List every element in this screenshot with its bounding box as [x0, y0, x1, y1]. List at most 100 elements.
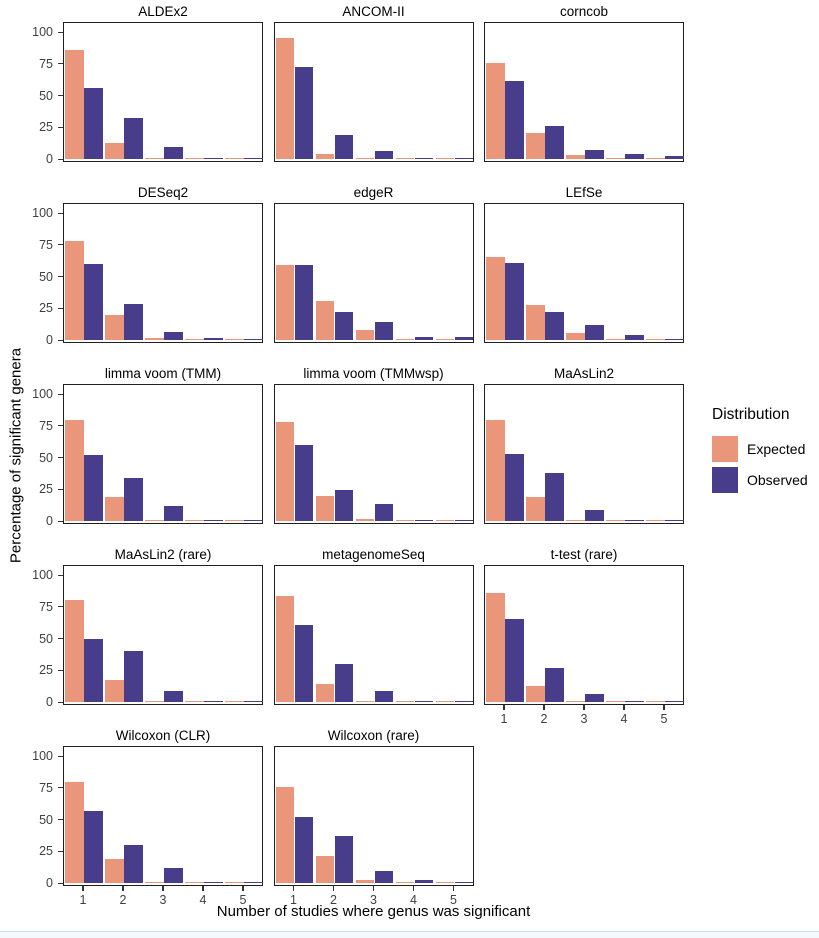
y-tick-label: 75 — [39, 237, 53, 252]
bar-expected — [526, 132, 545, 160]
y-tick-label: 0 — [46, 152, 53, 166]
bar-observed — [545, 126, 564, 160]
bar-expected — [355, 879, 375, 884]
facet-title: limma voom (TMMwsp) — [303, 366, 444, 381]
bar-observed — [374, 150, 394, 160]
y-tick-mark — [58, 31, 63, 33]
y-tick-mark — [58, 393, 63, 395]
bar-expected — [315, 856, 335, 884]
bar-observed — [454, 520, 474, 522]
bar-observed — [625, 154, 644, 160]
y-tick-mark — [58, 244, 63, 246]
bar-expected — [225, 520, 244, 522]
bar-observed — [204, 882, 223, 884]
bar-expected — [566, 701, 585, 703]
bar-expected — [145, 881, 164, 884]
bar-expected — [315, 154, 335, 160]
x-tick-label: 2 — [119, 893, 127, 907]
y-tick-mark — [58, 158, 63, 160]
bar-observed — [414, 158, 434, 160]
bar-expected — [65, 599, 84, 703]
facet-title: ANCOM-II — [342, 4, 405, 19]
bar-expected — [486, 593, 505, 703]
y-tick-label: 50 — [39, 631, 53, 646]
bar-expected — [185, 339, 204, 341]
facet-title: DESeq2 — [137, 185, 189, 200]
bar-observed — [505, 262, 524, 341]
y-tick-label: 25 — [39, 663, 53, 678]
x-tick-label: 5 — [450, 893, 457, 907]
bar-expected — [145, 158, 164, 160]
y-tick-mark — [58, 669, 63, 671]
y-tick-label: 100 — [32, 568, 53, 582]
bar-observed — [164, 506, 183, 522]
bar-expected — [395, 520, 415, 522]
facet-title: LEfSe — [565, 185, 603, 200]
bar-observed — [294, 624, 314, 703]
bar-expected — [315, 684, 335, 703]
x-tick-mark — [452, 886, 455, 891]
bar-expected — [526, 685, 545, 703]
bar-observed — [124, 650, 143, 703]
bar-observed — [164, 331, 183, 341]
bar-observed — [625, 520, 644, 522]
x-axis-title: Number of studies where genus was signif… — [216, 903, 531, 920]
bar-observed — [374, 322, 394, 341]
x-tick-mark — [412, 886, 415, 891]
y-tick-label: 50 — [39, 812, 53, 827]
bar-observed — [204, 519, 223, 522]
bar-observed — [334, 835, 354, 884]
legend-label: Expected — [747, 441, 806, 457]
bar-observed — [454, 158, 474, 160]
y-tick-mark — [58, 307, 63, 309]
bar-expected — [275, 595, 295, 703]
x-tick-label: 1 — [500, 712, 508, 726]
bar-observed — [665, 338, 684, 341]
bar-observed — [585, 149, 604, 160]
bar-expected — [275, 786, 295, 884]
bar-expected — [225, 882, 244, 884]
x-tick-label: 2 — [330, 893, 337, 907]
x-tick-label: 3 — [159, 893, 167, 907]
x-tick-mark — [503, 705, 505, 710]
x-tick-mark — [372, 886, 375, 891]
y-tick-label: 0 — [46, 876, 53, 890]
bar-expected — [526, 304, 545, 341]
y-tick-label: 50 — [39, 269, 53, 284]
bar-observed — [665, 520, 684, 522]
y-tick-mark — [58, 638, 63, 640]
facet-title: ALDEx2 — [138, 4, 188, 19]
y-tick-label: 0 — [46, 333, 53, 347]
legend-item: Expected — [712, 436, 819, 462]
bar-observed — [334, 134, 354, 160]
plot-area — [63, 746, 263, 886]
legend-label: Observed — [747, 472, 808, 488]
y-tick-mark — [58, 212, 63, 214]
x-tick-mark — [583, 705, 585, 710]
plot-area — [273, 22, 474, 162]
bar-expected — [606, 520, 625, 522]
plot-area — [63, 565, 263, 705]
bar-expected — [486, 256, 505, 341]
x-tick-mark — [543, 705, 545, 710]
bar-observed — [374, 503, 394, 522]
bar-expected — [225, 339, 244, 341]
bar-expected — [566, 332, 585, 341]
bar-observed — [374, 690, 394, 703]
y-tick-label: 100 — [32, 387, 53, 401]
y-tick-label: 25 — [39, 844, 53, 859]
bar-expected — [65, 50, 84, 160]
y-tick-label: 25 — [39, 120, 53, 135]
facet-title: Wilcoxon (CLR) — [115, 728, 211, 743]
bar-expected — [606, 338, 625, 341]
bar-expected — [646, 158, 665, 160]
bar-observed — [585, 694, 604, 703]
y-tick-mark — [58, 574, 63, 576]
bar-observed — [294, 265, 314, 341]
bar-observed — [414, 701, 434, 703]
bar-observed — [585, 325, 604, 341]
bar-expected — [355, 518, 375, 522]
bar-expected — [185, 882, 204, 884]
y-tick-mark — [58, 701, 63, 703]
x-tick-label: 3 — [370, 893, 377, 907]
